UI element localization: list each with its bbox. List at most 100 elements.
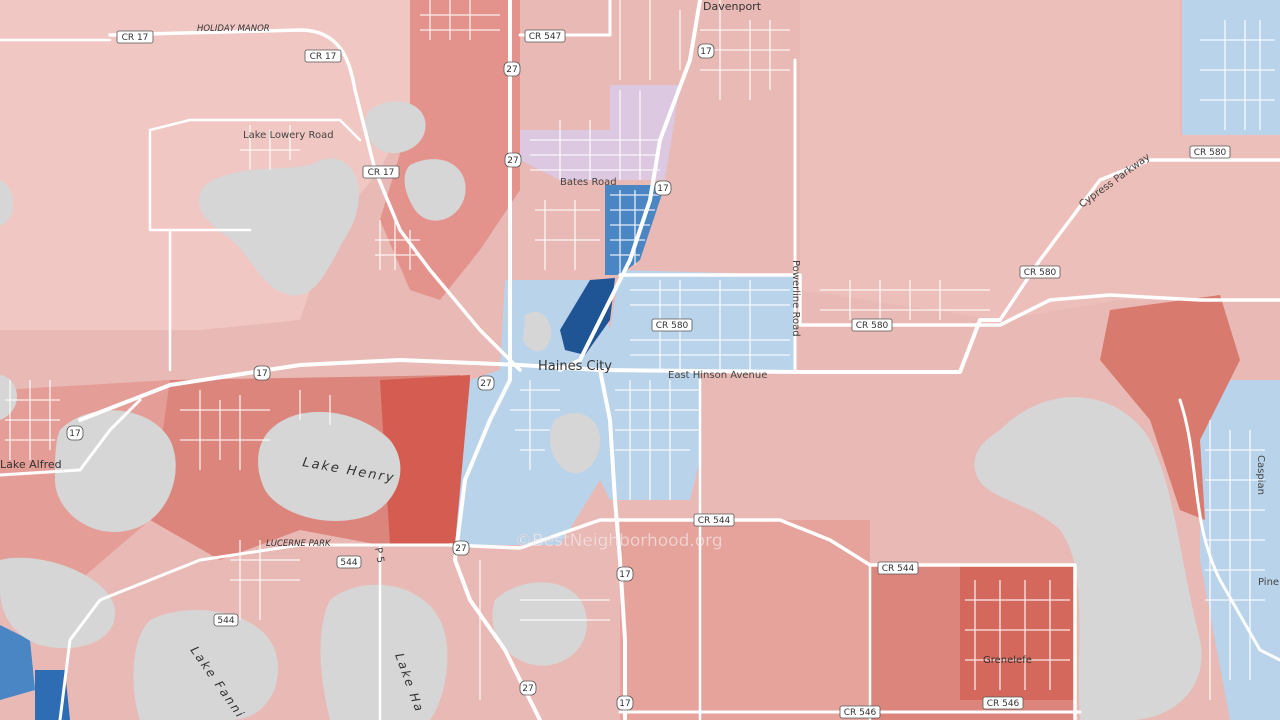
- watermark: ©BestNeighborhood.org: [515, 531, 723, 551]
- label-powerline-road: Powerline Road: [790, 260, 801, 337]
- lake-west-edge: [0, 180, 14, 225]
- lake-south-center: [492, 582, 587, 666]
- svg-text:544: 544: [217, 616, 234, 626]
- label-davenport: Davenport: [703, 0, 762, 13]
- label-lucerne-park: LUCERNE PARK: [266, 539, 332, 549]
- road-n-s-east: [698, 378, 872, 720]
- label-pine: Pine: [1258, 577, 1279, 588]
- shield-us17b: 17: [654, 180, 672, 196]
- shield-us17f: 17: [616, 695, 634, 711]
- shield-cr17a: CR 17: [116, 30, 154, 44]
- lake-north: [364, 101, 426, 154]
- road-hinson: [78, 318, 1002, 422]
- lake-hamilton: [320, 584, 448, 720]
- region-northeast-blue[interactable]: [1182, 0, 1280, 135]
- label-haines-city: Haines City: [538, 359, 612, 374]
- svg-text:17: 17: [619, 699, 630, 709]
- shield-us27a: 27: [503, 61, 521, 77]
- svg-text:17: 17: [657, 184, 668, 194]
- label-lake-lowery-road: Lake Lowery Road: [243, 130, 334, 141]
- svg-text:17: 17: [69, 429, 80, 439]
- label-holiday-manor: HOLIDAY MANOR: [197, 24, 270, 34]
- road-cr544: [448, 518, 1077, 720]
- shield-cr546b: CR 546: [839, 705, 881, 719]
- svg-text:CR 580: CR 580: [656, 321, 689, 331]
- svg-text:27: 27: [522, 684, 533, 694]
- shield-cr580b: CR 580: [1019, 265, 1061, 279]
- shield-us17a: 17: [697, 43, 715, 59]
- shield-us17c: 17: [253, 365, 271, 381]
- label-bates-road: Bates Road: [560, 177, 617, 188]
- lake-southwest: [0, 557, 116, 649]
- road-cr17-west: [0, 398, 142, 477]
- svg-text:CR 17: CR 17: [368, 168, 395, 178]
- svg-text:CR 580: CR 580: [1194, 148, 1227, 158]
- water-bodies: [0, 101, 1202, 720]
- label-caspian: Caspian: [1255, 455, 1266, 495]
- minor-streets: [5, 0, 1275, 700]
- road-east-caspian: [1178, 398, 1280, 662]
- shield-us27e: 27: [519, 680, 537, 696]
- road-us17-south: [598, 368, 627, 720]
- road-us17: [558, 0, 702, 372]
- region-east-blue[interactable]: [1200, 380, 1280, 720]
- shield-cr17b: CR 17: [304, 49, 342, 63]
- svg-text:CR 17: CR 17: [310, 52, 337, 62]
- road-cr17-north: [108, 28, 522, 372]
- lake-haines-south: [549, 412, 600, 474]
- region-east-red[interactable]: [1100, 295, 1240, 520]
- road-us27-north: [453, 0, 512, 562]
- label-p5: P 5: [372, 547, 386, 564]
- region-south-dark[interactable]: [380, 375, 470, 545]
- svg-text:27: 27: [455, 544, 466, 554]
- svg-text:17: 17: [256, 369, 267, 379]
- shield-sr544a: 544: [336, 555, 362, 569]
- lake-west: [55, 410, 176, 532]
- svg-text:CR 544: CR 544: [698, 516, 731, 526]
- region-east-north[interactable]: [800, 0, 1280, 320]
- shield-sr544b: 544: [213, 613, 239, 627]
- region-grenelefe-core[interactable]: [960, 565, 1075, 700]
- svg-text:CR 546: CR 546: [987, 699, 1020, 709]
- svg-text:27: 27: [506, 65, 517, 75]
- svg-text:544: 544: [340, 558, 357, 568]
- route-shields: CR 17 CR 17 CR 17 CR 547 27 27 27 27 27 …: [66, 29, 1231, 719]
- shield-cr580d: CR 580: [851, 318, 893, 332]
- label-grenelefe: Grenelefe: [983, 655, 1032, 666]
- svg-text:CR 580: CR 580: [1024, 268, 1057, 278]
- lake-north-2: [404, 159, 466, 221]
- svg-text:17: 17: [619, 570, 630, 580]
- road-cr580-east: [998, 158, 1280, 322]
- svg-text:CR 547: CR 547: [529, 32, 562, 42]
- lake-east-big: [974, 397, 1202, 720]
- svg-text:27: 27: [507, 156, 518, 166]
- road-544-west: [58, 543, 452, 720]
- label-lake-alfred: Lake Alfred: [0, 458, 62, 471]
- lake-haines: [523, 311, 551, 352]
- shield-cr580c: CR 580: [651, 318, 693, 332]
- svg-text:CR 580: CR 580: [856, 321, 889, 331]
- shield-cr544a: CR 544: [693, 513, 735, 527]
- region-south-center[interactable]: [620, 520, 870, 720]
- shield-cr580a: CR 580: [1189, 145, 1231, 159]
- region-west-blue[interactable]: [0, 625, 35, 700]
- shield-us27b: 27: [504, 152, 522, 168]
- shield-us27c: 27: [477, 375, 495, 391]
- road-cr580: [618, 273, 1280, 327]
- shield-cr547: CR 547: [524, 29, 566, 43]
- shield-us17d: 17: [66, 425, 84, 441]
- shield-cr17c: CR 17: [362, 165, 400, 179]
- region-north-mid[interactable]: [380, 0, 520, 300]
- label-east-hinson: East Hinson Avenue: [668, 370, 767, 381]
- svg-text:27: 27: [480, 379, 491, 389]
- lake-henry: [258, 411, 401, 521]
- svg-text:CR 546: CR 546: [844, 708, 877, 718]
- svg-text:CR 544: CR 544: [882, 564, 915, 574]
- road-west-loop: [148, 128, 252, 372]
- lake-fannie: [133, 610, 278, 720]
- shield-us17e: 17: [616, 566, 634, 582]
- road-lake-lowery: [148, 118, 362, 142]
- region-dark-blue[interactable]: [560, 278, 615, 355]
